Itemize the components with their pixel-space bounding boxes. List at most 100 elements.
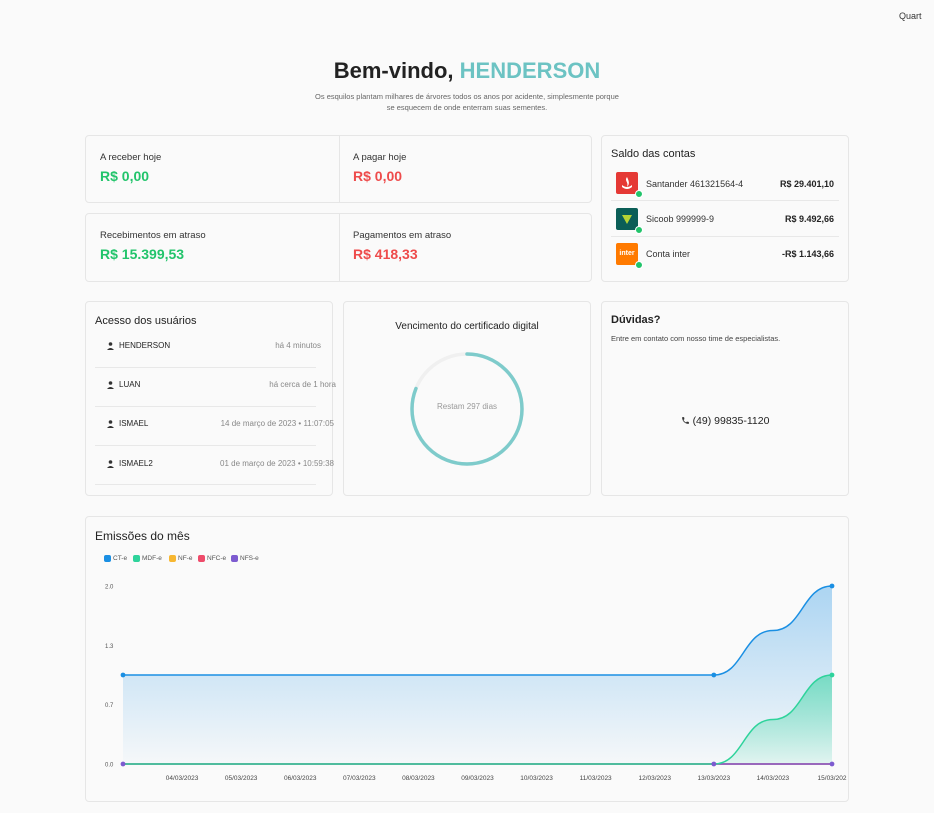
series-line-mdf-e: [122, 674, 833, 765]
user-access-card: [85, 301, 333, 496]
legend-label: NF-e: [178, 555, 193, 563]
progress-arc: [410, 352, 524, 466]
x-tick-label: 11/03/2023: [580, 775, 612, 782]
user-last-access: 01 de março de 2023 • 10:59:38: [220, 459, 334, 468]
x-tick-label: 05/03/2023: [225, 775, 258, 782]
legend-swatch: [104, 555, 111, 562]
sicoob-icon: [622, 215, 632, 224]
legend-swatch: [133, 555, 140, 562]
receber-hoje-value: R$ 0,00: [100, 168, 150, 184]
x-tick-label: 12/03/2023: [638, 775, 671, 782]
help-card: [601, 301, 849, 496]
x-tick-label: 15/03/202: [818, 775, 847, 782]
user-last-access: há cerca de 1 hora: [269, 380, 336, 389]
today-summary-card: [85, 135, 592, 203]
legend-nfce[interactable]: NFC-e: [198, 555, 226, 562]
account-separator: [611, 200, 839, 201]
user-icon: [107, 381, 114, 389]
data-point-mdf-e: [829, 672, 835, 678]
phone-icon: [681, 417, 689, 424]
page-subtitle: Os esquilos plantam milhares de árvores …: [287, 91, 647, 113]
x-tick-label: 08/03/2023: [402, 775, 435, 782]
saldo-title: Saldo das contas: [611, 148, 696, 160]
user-separator: [95, 445, 316, 446]
legend-swatch: [198, 555, 205, 562]
data-point-nfs-e: [120, 761, 126, 767]
santander-logo: [616, 172, 638, 194]
user-icon: [107, 420, 114, 428]
santander-flame-icon: [622, 177, 632, 189]
certificate-remaining: Restam 297 dias: [436, 402, 498, 411]
pagar-hoje-value: R$ 0,00: [353, 168, 403, 184]
y-tick-label: 0.0: [105, 763, 114, 769]
receber-hoje-label: A receber hoje: [100, 152, 162, 163]
data-point-ct-e: [711, 672, 717, 678]
legend-label: CT-e: [113, 555, 128, 563]
pag-atraso-label: Pagamentos em atraso: [353, 230, 452, 241]
user-last-access: 14 de março de 2023 • 11:07:05: [220, 419, 334, 428]
topright-text: Quart: [899, 11, 922, 21]
y-tick-label: 1.3: [105, 644, 114, 650]
card-divider: [339, 136, 340, 202]
account-name[interactable]: Santander 461321564-4: [646, 179, 744, 189]
emissions-chart: 2.0 1.3 0.7 0.0 04/03/2023 05/03/2023 06/03/20…: [105, 583, 847, 782]
account-balance: -R$ 1.143,66: [781, 249, 834, 259]
y-tick-label: 0.7: [105, 703, 114, 709]
receb-atraso-label: Recebimentos em atraso: [100, 230, 206, 241]
receb-atraso-value: R$ 15.399,53: [100, 246, 185, 262]
user-last-access: há 4 minutos: [275, 341, 321, 350]
sicoob-logo: [616, 208, 638, 230]
legend-nfe[interactable]: NF-e: [169, 555, 192, 562]
account-name[interactable]: Conta inter: [646, 249, 691, 259]
legend-swatch: [169, 555, 176, 562]
overdue-summary-card: [85, 213, 592, 282]
user-separator: [95, 484, 316, 485]
card-divider: [339, 214, 340, 281]
user-name: LUAN: [119, 380, 141, 389]
saldo-card: [601, 135, 849, 282]
legend-cte[interactable]: CT-e: [104, 555, 127, 562]
x-tick-label: 04/03/2023: [166, 775, 199, 782]
data-point-nfs-e: [829, 761, 835, 767]
user-icon: [107, 342, 114, 350]
account-status-dot: [635, 226, 643, 234]
phone-number: (49) 99835-1120: [692, 415, 770, 427]
help-text: Entre em contato com nosso time de espec…: [611, 334, 781, 343]
account-status-dot: [635, 190, 643, 198]
legend-label: MDF-e: [142, 555, 162, 563]
legend-nfse[interactable]: NFS-e: [231, 555, 259, 562]
data-point-nfs-e: [711, 761, 717, 767]
account-name[interactable]: Sicoob 999999-9: [646, 214, 715, 224]
series-line-ct-e: [122, 585, 833, 676]
subtitle-line-1: Os esquilos plantam milhares de árvores …: [315, 92, 619, 101]
x-tick-label: 07/03/2023: [343, 775, 376, 782]
pagar-hoje-label: A pagar hoje: [353, 152, 407, 163]
legend-swatch: [231, 555, 238, 562]
account-status-dot: [635, 261, 643, 269]
user-name: ISMAEL: [119, 419, 149, 428]
emissions-title: Emissões do mês: [95, 529, 190, 543]
pag-atraso-value: R$ 418,33: [353, 246, 418, 262]
user-name: ISMAEL2: [119, 459, 153, 468]
x-tick-label: 14/03/2023: [757, 775, 790, 782]
user-name: HENDERSON: [119, 341, 171, 350]
account-separator: [611, 236, 839, 237]
series-area-mdf-e: [123, 675, 832, 764]
inter-icon: inter: [616, 243, 638, 265]
y-tick-label: 2.0: [105, 585, 114, 591]
account-balance: R$ 9.492,66: [784, 214, 834, 224]
user-separator: [95, 367, 316, 368]
help-phone[interactable]: (49) 99835-1120: [601, 415, 849, 427]
subtitle-line-2: se esquecem de onde enterram suas sement…: [386, 103, 548, 112]
user-separator: [95, 406, 316, 407]
data-point-ct-e: [120, 672, 126, 678]
legend-mdfe[interactable]: MDF-e: [133, 555, 162, 562]
account-balance: R$ 29.401,10: [779, 179, 834, 189]
user-icon: [107, 460, 114, 468]
page-title: Bem-vindo, HENDERSON: [0, 58, 934, 84]
x-tick-label: 09/03/2023: [461, 775, 494, 782]
title-username: HENDERSON: [459, 58, 601, 83]
legend-label: NFS-e: [240, 555, 259, 563]
data-point-ct-e: [829, 583, 835, 589]
certificate-title: Vencimento do certificado digital: [395, 321, 539, 332]
